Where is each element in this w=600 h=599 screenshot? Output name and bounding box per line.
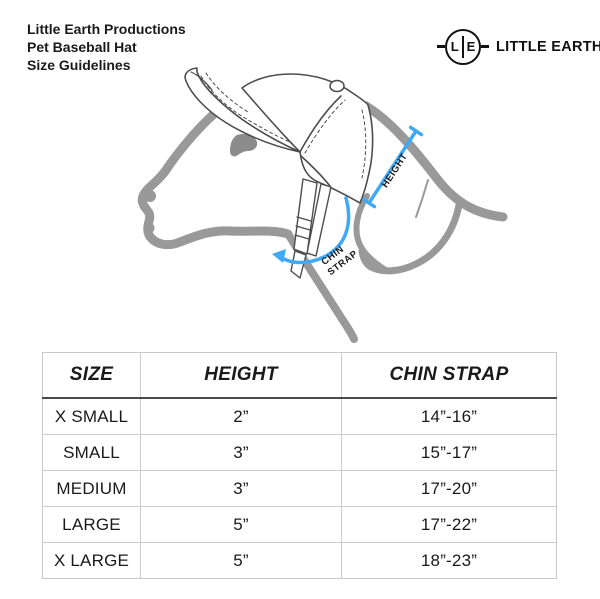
logo-dash-mid [481,45,489,48]
table-row: LARGE 5” 17”-22” [42,506,557,543]
height-cell: 2” [140,398,342,435]
chin-strap-arrow-curve [282,196,351,265]
logo-letter-e: E [466,39,476,54]
cap-brim-stitching [200,75,293,144]
height-measure-line [367,129,418,205]
logo-letter-l: L [450,39,459,54]
page-title: Little Earth Productions Pet Baseball Ha… [27,20,186,74]
dog-muzzle-line [137,109,293,250]
dog-nose-blob-top [144,190,156,202]
height-measure [361,125,424,209]
height-annotation-label: HEIGHT [380,151,410,190]
chin-strap-cell: 17”-22” [341,506,557,543]
height-cell: 3” [140,470,342,507]
dog-neck-back-line [361,101,508,222]
chin-strap-measure [272,196,351,265]
height-cell: 5” [140,542,342,579]
table-row: SMALL 3” 15”-17” [42,434,557,471]
height-cell: 3” [140,434,342,471]
logo-dash-left [437,45,445,48]
col-header-chin-strap: CHIN STRAP [341,352,557,399]
dog-ear-line [415,179,429,218]
dog-neck-front-line [353,193,390,274]
cap-button [329,79,345,93]
col-header-size: SIZE [42,352,141,399]
height-measure-cap-top [408,125,424,137]
table-header-row: SIZE HEIGHT CHIN STRAP [42,352,557,399]
cap-brim-stitching-2 [205,72,249,113]
size-cell: LARGE [42,506,141,543]
chin-strap-cell: 14”-16” [341,398,557,435]
size-guidelines-table: SIZE HEIGHT CHIN STRAP X SMALL 2” 14”-16… [42,352,557,579]
height-cell: 5” [140,506,342,543]
cap-ear-flap-seam [300,155,331,187]
dog-nose-blob-bottom [143,222,155,234]
cap-strap-tip [290,250,307,279]
cap-chin-strap-back [306,183,332,257]
table-row: MEDIUM 3” 17”-20” [42,470,557,507]
cap-back-stitching [361,109,367,179]
cap-front-seam-stitching [304,99,346,154]
dog-shoulder-line [358,201,463,275]
size-cell: SMALL [42,434,141,471]
little-earth-logo: L E LITTLE EARTH [437,28,600,65]
chin-strap-cell: 15”-17” [341,434,557,471]
table-row: X LARGE 5” 18”-23” [43,542,557,579]
cap-strap-rung-1 [296,216,312,222]
cap-strap-rung-2 [295,225,311,231]
cap-brim-tip-curl [190,71,213,91]
dog-eye [230,133,258,157]
size-cell: X SMALL [42,398,141,435]
cap-drawing [184,67,374,279]
logo-brand-text: LITTLE EARTH [496,38,600,55]
table-row: X SMALL 2” 14”-16” [42,398,557,435]
cap-front-seam [299,95,342,153]
logo-divider [461,35,464,58]
chin-strap-arrowhead [272,249,286,263]
logo-monogram-circle: L E [445,28,481,65]
title-line-2: Pet Baseball Hat [27,39,137,55]
size-cell: X LARGE [53,550,130,570]
chin-strap-annotation-label: CHIN STRAP [319,239,361,278]
height-measure-cap-bottom [361,197,377,209]
title-line-3: Size Guidelines [27,57,131,73]
chin-strap-cell: 18”-23” [341,542,557,579]
cap-strap-rung-3 [294,234,310,240]
col-header-height: HEIGHT [140,352,342,399]
size-cell: MEDIUM [42,470,141,507]
dog-outline [137,101,508,343]
title-line-1: Little Earth Productions [27,21,186,37]
chin-strap-cell: 17”-20” [341,470,557,507]
